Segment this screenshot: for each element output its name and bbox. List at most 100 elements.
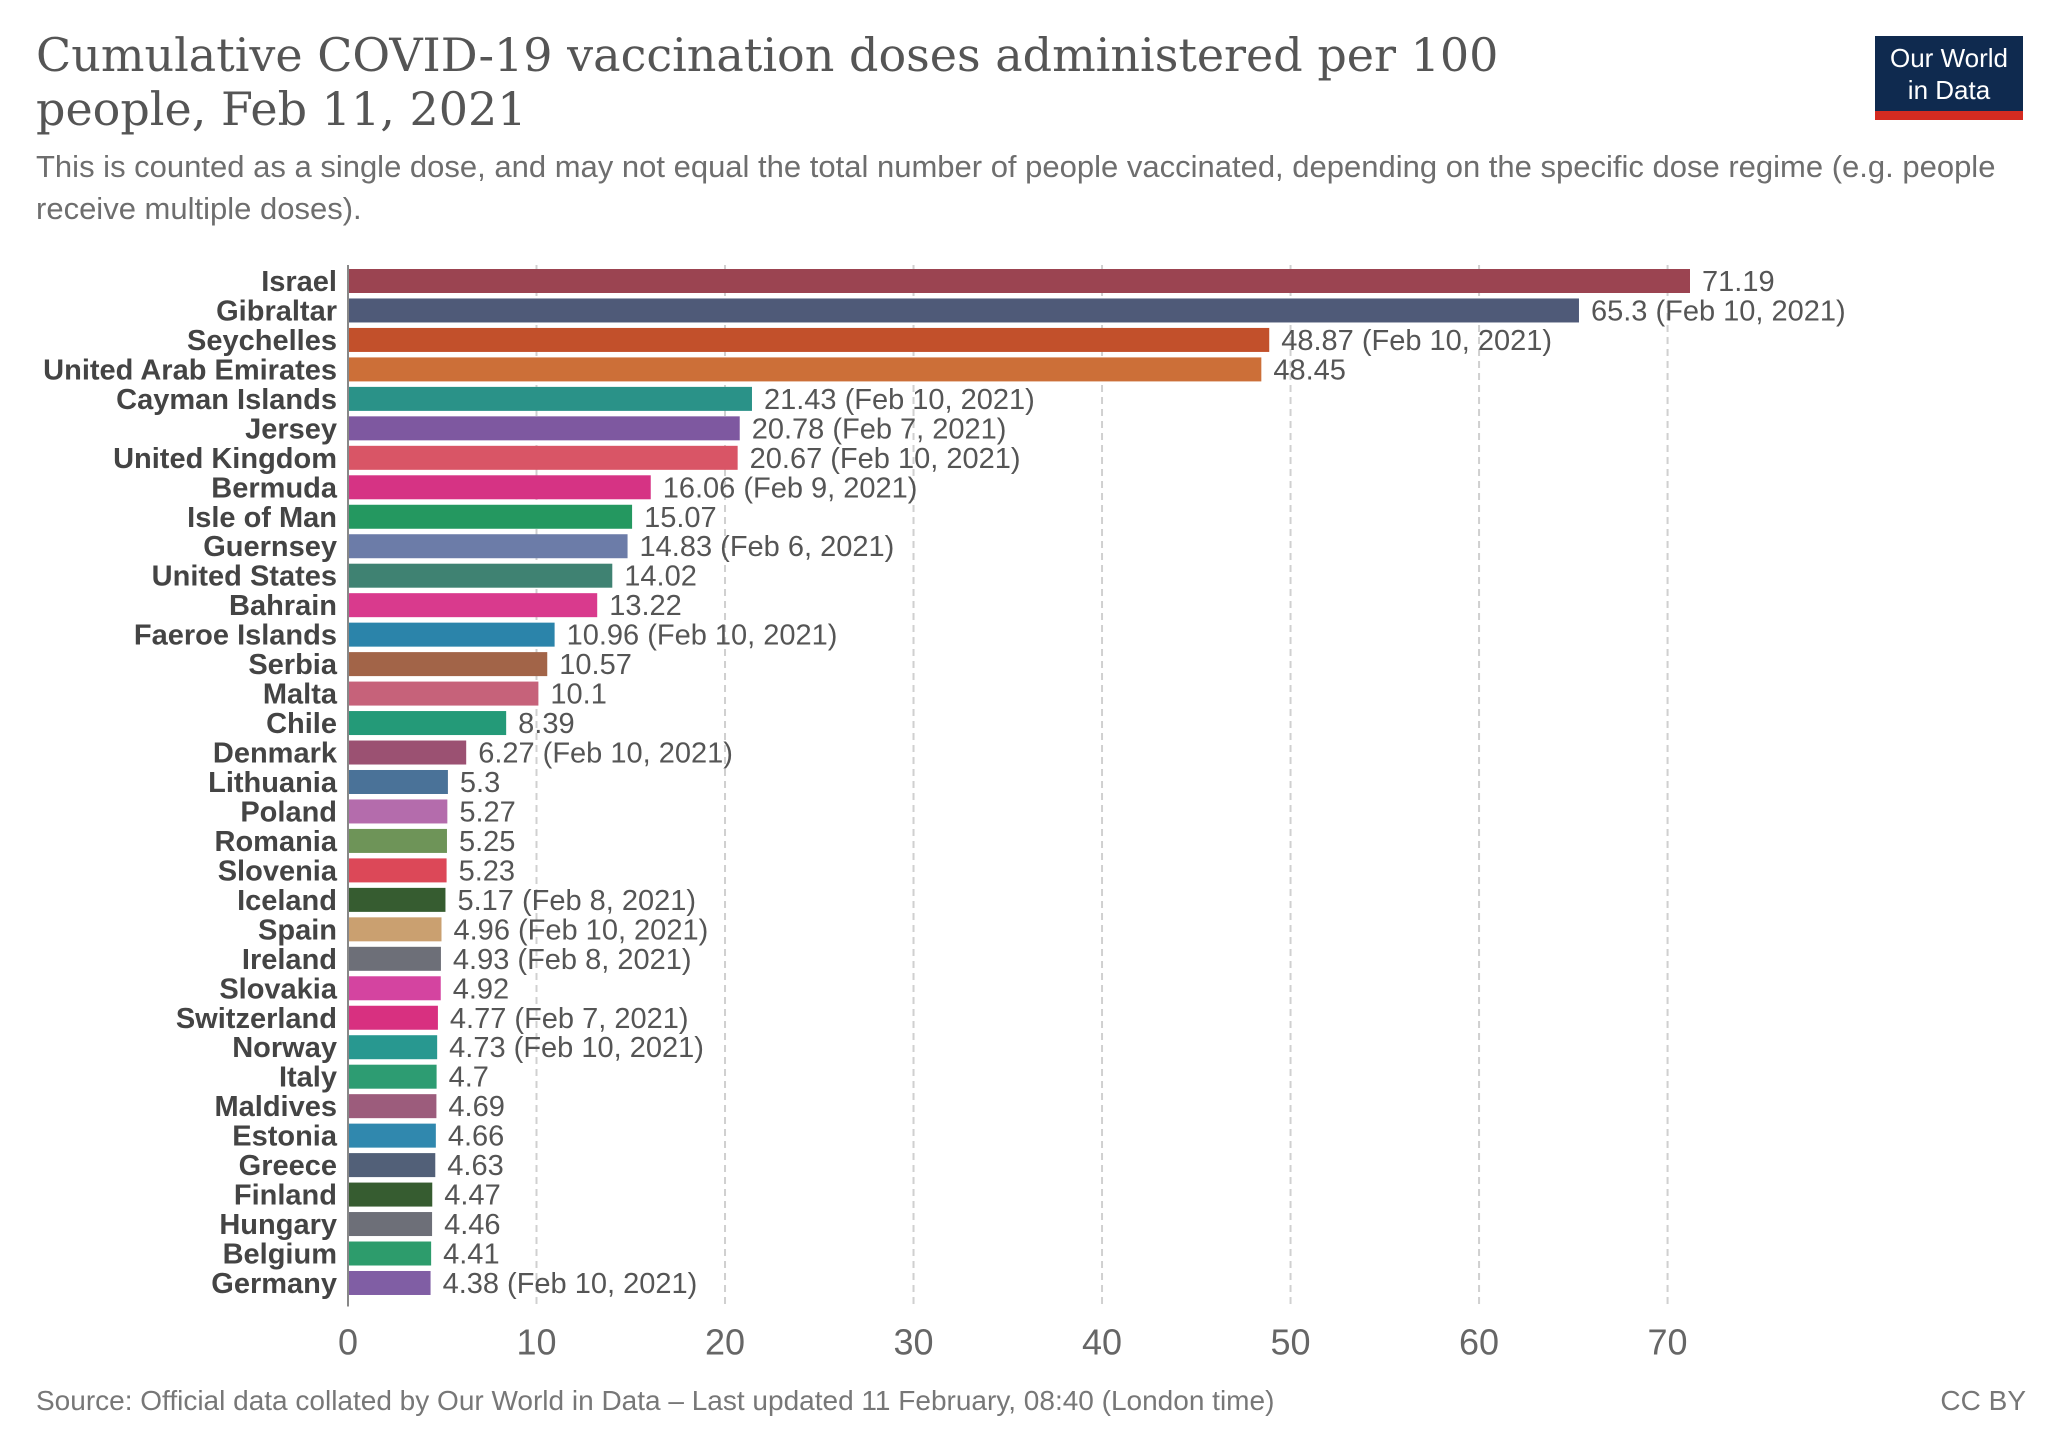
bar[interactable]: [348, 711, 507, 736]
bar[interactable]: [348, 976, 441, 1001]
category-label: Serbia: [248, 649, 338, 681]
bar[interactable]: [348, 1182, 433, 1207]
bar[interactable]: [348, 1005, 438, 1030]
x-tick-label: 50: [1271, 1321, 1311, 1362]
value-label: 4.69: [448, 1091, 504, 1123]
category-label: Seychelles: [187, 325, 337, 357]
x-tick-label: 10: [516, 1321, 556, 1362]
bar[interactable]: [348, 1270, 431, 1295]
bar[interactable]: [348, 357, 1262, 382]
category-label: Ireland: [242, 944, 337, 976]
bar[interactable]: [348, 1123, 436, 1148]
x-tick-label: 70: [1648, 1321, 1688, 1362]
value-label: 10.1: [550, 679, 606, 711]
bar[interactable]: [348, 622, 555, 647]
bar[interactable]: [348, 887, 446, 912]
value-label: 20.78 (Feb 7, 2021): [752, 413, 1007, 445]
value-label: 71.19: [1702, 266, 1775, 298]
bar-chart: Israel 71.19 Gibraltar 65.3 (Feb 10, 2021) S…: [43, 265, 1846, 1362]
category-label: Denmark: [213, 738, 338, 770]
category-label: Belgium: [223, 1239, 337, 1271]
category-label: Slovakia: [219, 973, 338, 1005]
bar[interactable]: [348, 593, 598, 618]
bar[interactable]: [348, 828, 447, 853]
category-label: Estonia: [232, 1121, 338, 1153]
category-label: Bahrain: [229, 590, 337, 622]
category-label: Faeroe Islands: [134, 620, 337, 652]
bar[interactable]: [348, 799, 448, 824]
value-label: 65.3 (Feb 10, 2021): [1591, 295, 1846, 327]
bars: Israel 71.19 Gibraltar 65.3 (Feb 10, 2021) S…: [43, 266, 1846, 1300]
x-tick-label: 40: [1082, 1321, 1122, 1362]
bar[interactable]: [348, 1064, 437, 1089]
x-tick-label: 30: [894, 1321, 934, 1362]
value-label: 48.45: [1273, 354, 1346, 386]
bar[interactable]: [348, 769, 448, 794]
category-label: Slovenia: [218, 855, 338, 887]
x-tick-label: 20: [705, 1321, 745, 1362]
logo-line-2: in Data: [1907, 75, 1991, 105]
bar[interactable]: [348, 416, 740, 441]
value-label: 14.83 (Feb 6, 2021): [640, 531, 895, 563]
bar[interactable]: [348, 504, 633, 529]
category-label: United Kingdom: [113, 443, 337, 475]
value-label: 4.77 (Feb 7, 2021): [450, 1003, 689, 1035]
category-label: Lithuania: [208, 767, 338, 799]
value-label: 4.38 (Feb 10, 2021): [443, 1268, 698, 1300]
value-label: 4.63: [447, 1150, 503, 1182]
category-label: Gibraltar: [216, 295, 337, 327]
value-label: 4.66: [448, 1121, 504, 1153]
bar[interactable]: [348, 858, 447, 883]
value-label: 4.93 (Feb 8, 2021): [453, 944, 692, 976]
chart-subtitle: This is counted as a single dose, and ma…: [36, 149, 1996, 226]
bar[interactable]: [348, 445, 738, 470]
category-label: Bermuda: [211, 472, 338, 504]
bar[interactable]: [348, 917, 442, 942]
bar[interactable]: [348, 681, 539, 706]
bar[interactable]: [348, 327, 1270, 352]
category-label: Romania: [215, 826, 338, 858]
category-label: Iceland: [237, 885, 337, 917]
license-link[interactable]: CC BY: [1940, 1385, 2026, 1416]
category-label: Guernsey: [203, 531, 337, 563]
value-label: 4.7: [449, 1062, 489, 1094]
value-label: 5.3: [460, 767, 500, 799]
category-label: Greece: [239, 1150, 337, 1182]
bar[interactable]: [348, 1035, 438, 1060]
bar[interactable]: [348, 475, 651, 500]
bar[interactable]: [348, 652, 548, 677]
bar[interactable]: [348, 386, 752, 411]
category-label: Finland: [234, 1180, 337, 1212]
value-label: 21.43 (Feb 10, 2021): [764, 384, 1035, 416]
value-label: 4.73 (Feb 10, 2021): [449, 1032, 704, 1064]
source-note: Source: Official data collated by Our Wo…: [36, 1385, 1275, 1416]
value-label: 10.96 (Feb 10, 2021): [567, 620, 838, 652]
bar[interactable]: [348, 1153, 436, 1178]
bar[interactable]: [348, 563, 613, 588]
x-tick-label: 0: [338, 1321, 358, 1362]
bar[interactable]: [348, 946, 441, 971]
bar[interactable]: [348, 534, 628, 559]
category-label: Chile: [266, 708, 337, 740]
bar[interactable]: [348, 1094, 437, 1119]
category-label: Poland: [240, 796, 337, 828]
value-label: 4.96 (Feb 10, 2021): [454, 914, 709, 946]
bar[interactable]: [348, 298, 1579, 323]
value-label: 14.02: [624, 561, 697, 593]
value-label: 10.57: [559, 649, 632, 681]
bar[interactable]: [348, 1212, 433, 1237]
value-label: 8.39: [518, 708, 574, 740]
value-label: 4.92: [453, 973, 509, 1005]
category-label: Israel: [261, 266, 337, 298]
bar[interactable]: [348, 1241, 432, 1266]
value-label: 5.23: [459, 855, 515, 887]
bar[interactable]: [348, 740, 467, 765]
bar[interactable]: [348, 269, 1690, 293]
value-label: 5.27: [459, 796, 515, 828]
value-label: 16.06 (Feb 9, 2021): [663, 472, 918, 504]
value-label: 4.46: [444, 1209, 500, 1241]
category-label: Switzerland: [176, 1003, 337, 1035]
category-label: Hungary: [219, 1209, 337, 1241]
category-label: Jersey: [245, 413, 337, 445]
owid-logo[interactable]: Our World in Data: [1875, 36, 2023, 120]
